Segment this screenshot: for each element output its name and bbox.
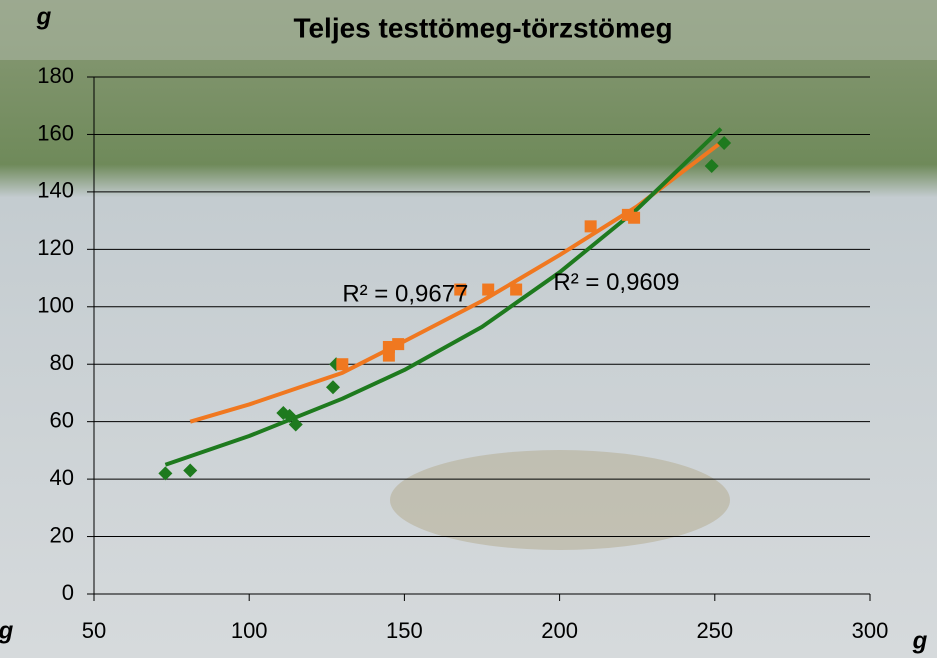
y-tick-label: 40 <box>50 465 74 490</box>
background-sky <box>0 0 937 60</box>
point <box>288 417 303 432</box>
point <box>282 408 297 423</box>
y-axis-label: g <box>36 3 52 30</box>
y-tick-label: 80 <box>50 350 74 375</box>
y-tick-label: 0 <box>62 580 74 605</box>
point <box>584 220 597 233</box>
y-tick-label: 120 <box>37 235 74 260</box>
x-tick-label: 50 <box>82 618 106 643</box>
point <box>510 283 523 296</box>
x-axis-label: g <box>912 627 928 654</box>
point <box>392 338 405 351</box>
x-tick-label: 300 <box>852 618 889 643</box>
background-reeds <box>390 450 730 550</box>
x-axis-label-left: g <box>0 617 14 644</box>
point <box>183 463 198 478</box>
x-tick-label: 100 <box>231 618 268 643</box>
y-tick-label: 60 <box>50 407 74 432</box>
point <box>717 136 732 151</box>
y-tick-label: 20 <box>50 522 74 547</box>
y-tick-label: 180 <box>37 63 74 88</box>
x-tick-label: 250 <box>696 618 733 643</box>
x-tick-label: 200 <box>541 618 578 643</box>
x-tick-label: 150 <box>386 618 423 643</box>
point <box>704 159 719 174</box>
point <box>158 466 173 481</box>
point <box>628 211 641 224</box>
point <box>326 380 341 395</box>
point <box>336 358 349 371</box>
annotation: R² = 0,9677 <box>342 281 468 308</box>
chart-title: Teljes testtömeg-törzstömeg <box>293 12 672 43</box>
annotation: R² = 0,9609 <box>553 269 679 296</box>
point <box>382 340 395 353</box>
y-tick-label: 140 <box>37 178 74 203</box>
y-tick-label: 100 <box>37 293 74 318</box>
y-tick-label: 160 <box>37 120 74 145</box>
point <box>454 283 467 296</box>
point <box>482 283 495 296</box>
